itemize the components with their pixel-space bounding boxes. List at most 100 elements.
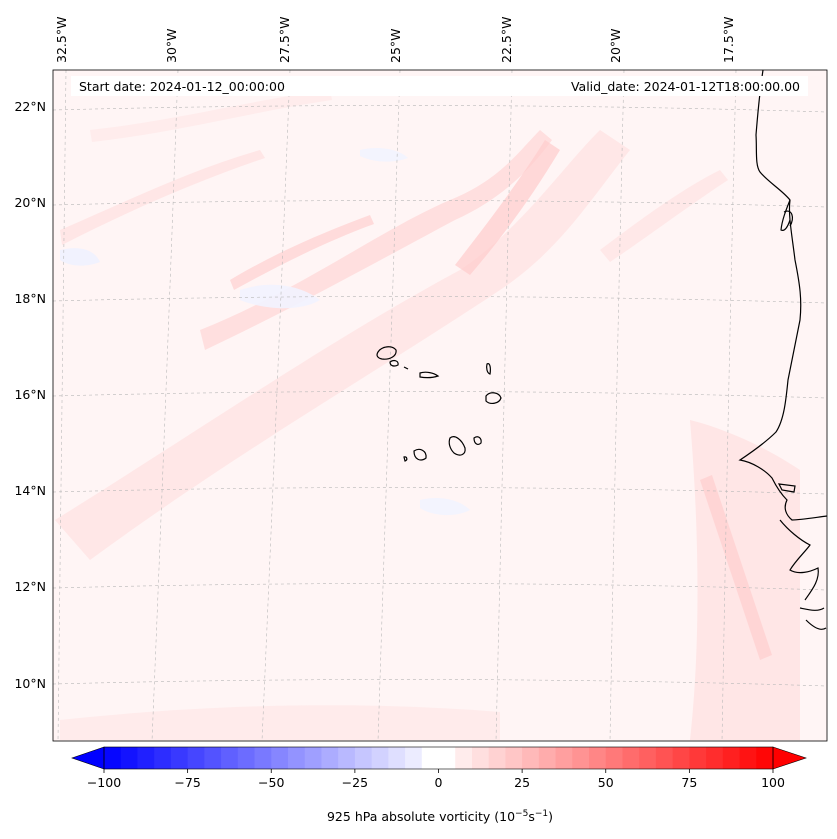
parallel-16n	[53, 391, 827, 399]
colorbar-segment	[438, 747, 456, 769]
colorbar-segment	[187, 747, 205, 769]
colorbar-extend-max-arrow	[772, 746, 807, 770]
colorbar-segment	[354, 747, 373, 769]
parallel-10n	[53, 679, 827, 687]
lon-label-27-5w: 27.5°W	[277, 17, 292, 63]
cape-verde-islands	[376, 346, 502, 462]
colorbar-segment	[321, 747, 339, 769]
parallel-12n	[53, 583, 827, 591]
coastline-cap-blanc	[780, 199, 791, 231]
colorbar-segment	[555, 747, 573, 769]
info-box-background	[71, 76, 808, 96]
vorticity-band-main	[55, 130, 630, 560]
colorbar-tick-label: 100	[761, 775, 785, 790]
colorbar-segment	[304, 747, 323, 769]
island-sao-vicente	[389, 359, 399, 367]
lat-label-10n: 10°N	[14, 676, 46, 691]
island-santiago	[448, 436, 466, 456]
colorbar-tick-label: −100	[87, 775, 121, 790]
colorbar-segment	[170, 747, 189, 769]
colorbar-segment	[137, 747, 155, 769]
vorticity-streak-mid	[230, 215, 374, 290]
lon-label-25w: 25°W	[388, 28, 403, 63]
lon-label-30w: 30°W	[164, 28, 179, 63]
colorbar-segment	[505, 747, 523, 769]
colorbar-tick-label: −25	[342, 775, 368, 790]
map-frame	[52, 69, 828, 742]
colorbar-tick-label: 50	[598, 775, 614, 790]
colorbar-segment	[689, 747, 707, 769]
colorbar-label: 925 hPa absolute vorticity (10−5s−1)	[327, 809, 553, 824]
colorbar-segment	[739, 747, 757, 769]
map-panel: Start date: 2024-01-12_00:00:00 Valid_da…	[52, 69, 828, 742]
coastline-banc-arguin	[783, 210, 794, 227]
vorticity-coastal-streak	[700, 475, 772, 660]
colorbar-segment	[120, 747, 139, 769]
lat-label-12n: 12°N	[14, 579, 46, 594]
meridian-32-5w	[57, 70, 67, 741]
colorbar-extend-min-arrow	[71, 746, 105, 770]
island-sao-nicolau	[419, 371, 440, 379]
meridian-30w	[151, 70, 179, 741]
lon-label-32-5w: 32.5°W	[54, 17, 69, 63]
colorbar-segment	[455, 747, 473, 769]
longitude-labels: 32.5°W 30°W 27.5°W 25°W 22.5°W 20°W 17.5…	[54, 17, 736, 63]
parallel-18n	[53, 296, 827, 304]
valid-date-label: Valid_date: 2024-01-12T18:00:00.00	[571, 79, 800, 94]
african-coastline	[738, 69, 828, 630]
vorticity-band-east	[600, 170, 728, 262]
colorbar-label-exponent-2: −1	[535, 809, 548, 819]
vorticity-negative-patch-4	[360, 147, 408, 162]
colorbar-segment	[471, 747, 490, 769]
lat-label-22n: 22°N	[14, 99, 46, 114]
vorticity-negative-patch-2	[60, 248, 100, 266]
colorbar-segment	[488, 747, 507, 769]
lon-label-20w: 20°W	[608, 28, 623, 63]
meridian-17-5w	[721, 70, 737, 741]
colorbar-segment	[405, 747, 423, 769]
colorbar-segment	[572, 747, 590, 769]
colorbar-segment	[271, 747, 289, 769]
lat-label-20n: 20°N	[14, 195, 46, 210]
vorticity-negative-patch-3	[420, 498, 470, 516]
colorbar-label-suffix: )	[548, 809, 553, 824]
colorbar-label-exponent-1: −5	[515, 809, 528, 819]
colorbar-tick-label: 0	[435, 775, 443, 790]
coastline-guinea	[799, 607, 825, 611]
colorbar-segment	[287, 747, 306, 769]
lat-label-18n: 18°N	[14, 291, 46, 306]
colorbar-tick-label: −50	[258, 775, 284, 790]
info-box: Start date: 2024-01-12_00:00:00 Valid_da…	[71, 76, 808, 96]
coastline-guinea-south	[805, 619, 827, 630]
vorticity-south-strip	[60, 705, 500, 740]
island-santo-antao	[376, 346, 397, 360]
island-fogo	[413, 448, 427, 461]
parallel-14n	[53, 487, 827, 495]
island-brava	[403, 456, 408, 462]
parallel-22n	[53, 105, 827, 113]
coastline-bijagos	[779, 519, 819, 601]
lon-label-17-5w: 17.5°W	[721, 17, 736, 63]
colorbar-segment	[672, 747, 690, 769]
meridian-22-5w	[495, 70, 513, 741]
vorticity-band-ne	[455, 140, 560, 275]
colorbar-segment	[605, 747, 624, 769]
colorbar-segment	[589, 747, 607, 769]
colorbar-segment	[538, 747, 557, 769]
colorbar-segments	[104, 747, 774, 769]
colorbar-segment	[154, 747, 172, 769]
colorbar-tick-label: −75	[174, 775, 200, 790]
colorbar-segment	[338, 747, 356, 769]
colorbar-segment	[237, 747, 256, 769]
colorbar-segment	[104, 747, 122, 769]
colorbar-segment	[254, 747, 272, 769]
colorbar-segment	[371, 747, 389, 769]
vorticity-streak-nw	[60, 150, 265, 245]
colorbar-label-unit: s	[528, 809, 535, 824]
colorbar-segment	[388, 747, 406, 769]
colorbar-segment	[655, 747, 674, 769]
colorbar-label-prefix: 925 hPa absolute vorticity (10	[327, 809, 515, 824]
colorbar-segment	[756, 747, 774, 769]
latitude-labels: 22°N 20°N 18°N 16°N 14°N 12°N 10°N	[14, 99, 46, 691]
colorbar-segment	[639, 747, 657, 769]
